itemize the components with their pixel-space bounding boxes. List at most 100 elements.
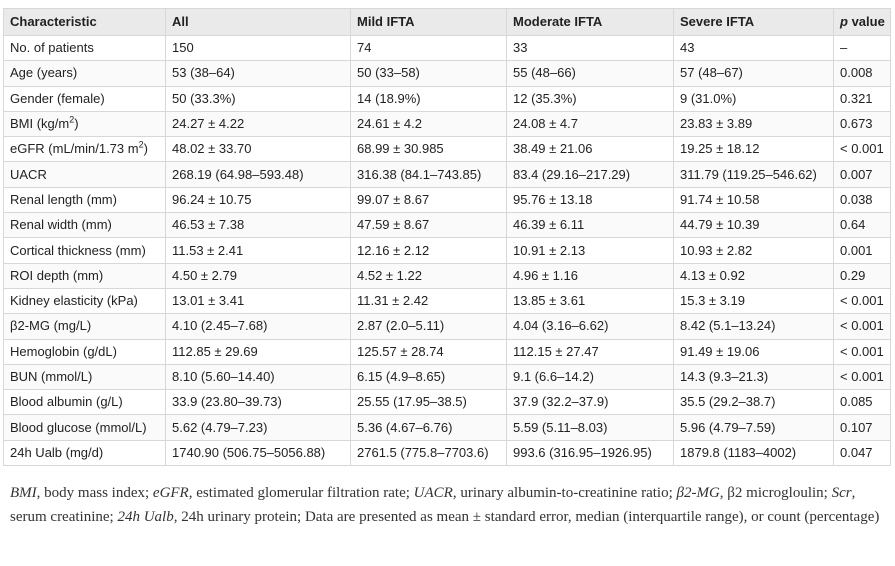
cell-moderate-ifta: 95.76 ± 13.18 [506,186,674,214]
row-label-suffix: ) [74,116,79,132]
cell-p-value: 0.047 [833,439,891,467]
cell-severe-ifta: 57 (48–67) [673,60,834,87]
cell-mild-ifta: 68.99 ± 30.985 [350,136,507,163]
cell-mild-ifta: 74 [350,34,507,62]
cell-p-value: 0.64 [833,212,891,239]
cell-moderate-ifta: 993.6 (316.95–1926.95) [506,439,674,467]
cell-mild-ifta: 12.16 ± 2.12 [350,237,507,264]
cell-moderate-ifta: 37.9 (32.2–37.9) [506,389,674,416]
row-label: Age (years) [3,60,166,87]
cell-severe-ifta: 1879.8 (1183–4002) [673,439,834,467]
cell-all: 5.62 (4.79–7.23) [165,414,351,441]
cell-severe-ifta: 23.83 ± 3.89 [673,110,834,138]
table-row: Gender (female) 50 (33.3%) 14 (18.9%) 12 (3… [3,85,891,112]
header-p-value: p value [833,8,891,36]
cell-all: 24.27 ± 4.22 [165,110,351,138]
cell-all: 46.53 ± 7.38 [165,212,351,239]
footnote-definition: , urinary albumin-to-creatinine ratio; [452,485,677,501]
row-label-suffix: ) [143,141,148,157]
cell-all: 50 (33.3%) [165,85,351,112]
row-label-text: UACR [10,166,47,182]
table-footnote: BMI, body mass index; eGFR, estimated gl… [10,481,888,529]
row-label-text: Renal width (mm) [10,217,112,233]
cell-moderate-ifta: 33 [506,34,674,62]
cell-p-value: < 0.001 [833,287,891,315]
footnote-abbreviation: UACR [413,485,453,501]
cell-severe-ifta: 10.93 ± 2.82 [673,237,834,264]
table-row: UACR 268.19 (64.98–593.48) 316.38 (84.1–74… [3,161,891,188]
cell-mild-ifta: 50 (33–58) [350,60,507,87]
cell-all: 4.50 ± 2.79 [165,262,351,289]
table-row: Hemoglobin (g/dL) 112.85 ± 29.69 125.57 ± … [3,338,891,365]
cell-mild-ifta: 11.31 ± 2.42 [350,287,507,315]
cell-mild-ifta: 2.87 (2.0–5.11) [350,313,507,340]
cell-all: 150 [165,34,351,62]
header-p-italic: p [840,14,848,29]
cell-all: 13.01 ± 3.41 [165,287,351,315]
cell-all: 33.9 (23.80–39.73) [165,389,351,416]
table-row: 24h Ualb (mg/d) 1740.90 (506.75–5056.88) 2… [3,439,891,467]
cell-moderate-ifta: 112.15 ± 27.47 [506,338,674,365]
row-label-superscript: 2 [138,140,144,150]
cell-all: 4.10 (2.45–7.68) [165,313,351,340]
row-label: eGFR (mL/min/1.73 m2) [3,136,166,163]
cell-severe-ifta: 19.25 ± 18.12 [673,136,834,163]
row-label: Blood albumin (g/L) [3,389,166,416]
characteristics-table: Characteristic All Mild IFTA Moderate IF… [3,8,891,467]
row-label: Gender (female) [3,85,166,112]
row-label-text: 24h Ualb (mg/d) [10,444,104,460]
cell-p-value: 0.673 [833,110,891,138]
cell-moderate-ifta: 13.85 ± 3.61 [506,287,674,315]
row-label-text: Blood albumin (g/L) [10,394,123,410]
row-label: No. of patients [3,34,166,62]
row-label-text: Blood glucose (mmol/L) [10,419,147,435]
cell-mild-ifta: 47.59 ± 8.67 [350,212,507,239]
cell-all: 268.19 (64.98–593.48) [165,161,351,188]
cell-moderate-ifta: 4.04 (3.16–6.62) [506,313,674,340]
cell-severe-ifta: 9 (31.0%) [673,85,834,112]
row-label: BUN (mmol/L) [3,363,166,391]
table-header-row: Characteristic All Mild IFTA Moderate IF… [3,8,891,36]
cell-mild-ifta: 125.57 ± 28.74 [350,338,507,365]
footnote-definition: , serum creatinine; [10,485,856,525]
table-row: β2-MG (mg/L) 4.10 (2.45–7.68) 2.87 (2.0–5.… [3,313,891,340]
cell-mild-ifta: 99.07 ± 8.67 [350,186,507,214]
row-label-text: Hemoglobin (g/dL) [10,343,117,359]
cell-moderate-ifta: 5.59 (5.11–8.03) [506,414,674,441]
cell-all: 112.85 ± 29.69 [165,338,351,365]
cell-moderate-ifta: 9.1 (6.6–14.2) [506,363,674,391]
table-row: Renal length (mm) 96.24 ± 10.75 99.07 ± 8.… [3,186,891,214]
cell-mild-ifta: 25.55 (17.95–38.5) [350,389,507,416]
cell-all: 11.53 ± 2.41 [165,237,351,264]
header-severe-ifta: Severe IFTA [673,8,834,36]
cell-p-value: 0.107 [833,414,891,441]
cell-p-value: 0.321 [833,85,891,112]
cell-p-value: < 0.001 [833,136,891,163]
cell-severe-ifta: 4.13 ± 0.92 [673,262,834,289]
cell-severe-ifta: 14.3 (9.3–21.3) [673,363,834,391]
cell-moderate-ifta: 12 (35.3%) [506,85,674,112]
cell-moderate-ifta: 24.08 ± 4.7 [506,110,674,138]
cell-p-value: 0.001 [833,237,891,264]
footnote-abbreviation: BMI [10,485,37,501]
row-label: BMI (kg/m2) [3,110,166,138]
row-label: Cortical thickness (mm) [3,237,166,264]
row-label-text: BMI (kg/m [10,116,70,132]
cell-moderate-ifta: 46.39 ± 6.11 [506,212,674,239]
table-row: Age (years) 53 (38–64) 50 (33–58) 55 (48–66… [3,60,891,87]
row-label: Hemoglobin (g/dL) [3,338,166,365]
row-label: β2-MG (mg/L) [3,313,166,340]
cell-moderate-ifta: 83.4 (29.16–217.29) [506,161,674,188]
cell-mild-ifta: 5.36 (4.67–6.76) [350,414,507,441]
table-row: Blood glucose (mmol/L) 5.62 (4.79–7.23) 5.… [3,414,891,441]
cell-all: 1740.90 (506.75–5056.88) [165,439,351,467]
row-label-text: Cortical thickness (mm) [10,242,146,258]
footnote-abbreviation: Scr [831,485,852,501]
header-mild-ifta: Mild IFTA [350,8,507,36]
cell-severe-ifta: 311.79 (119.25–546.62) [673,161,834,188]
table-row: ROI depth (mm) 4.50 ± 2.79 4.52 ± 1.22 4.96… [3,262,891,289]
row-label: 24h Ualb (mg/d) [3,439,166,467]
cell-all: 53 (38–64) [165,60,351,87]
table-row: Cortical thickness (mm) 11.53 ± 2.41 12.16… [3,237,891,264]
cell-moderate-ifta: 55 (48–66) [506,60,674,87]
